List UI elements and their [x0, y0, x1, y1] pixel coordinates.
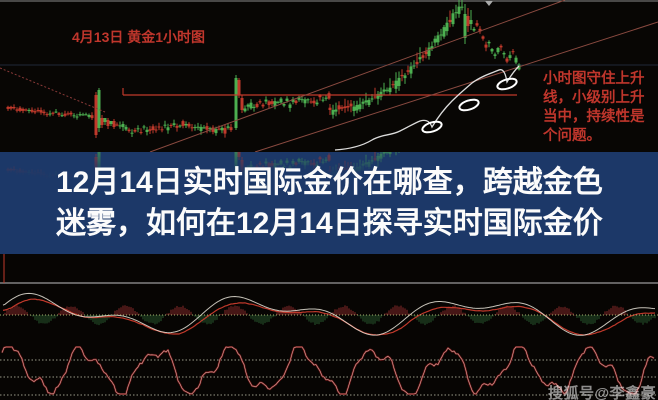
svg-text:线，小级别上升: 线，小级别上升 — [543, 88, 645, 106]
svg-text:当中，持续性是: 当中，持续性是 — [543, 107, 645, 125]
svg-text:迷雾，如何在12月14日探寻实时国际金价: 迷雾，如何在12月14日探寻实时国际金价 — [56, 206, 603, 240]
svg-text:12月14日实时国际金价在哪查，跨越金色: 12月14日实时国际金价在哪查，跨越金色 — [56, 165, 603, 199]
svg-text:小时图守住上升: 小时图守住上升 — [543, 69, 645, 87]
svg-text:个问题。: 个问题。 — [542, 126, 601, 144]
svg-text:4月13日 黄金1小时图: 4月13日 黄金1小时图 — [72, 29, 205, 45]
